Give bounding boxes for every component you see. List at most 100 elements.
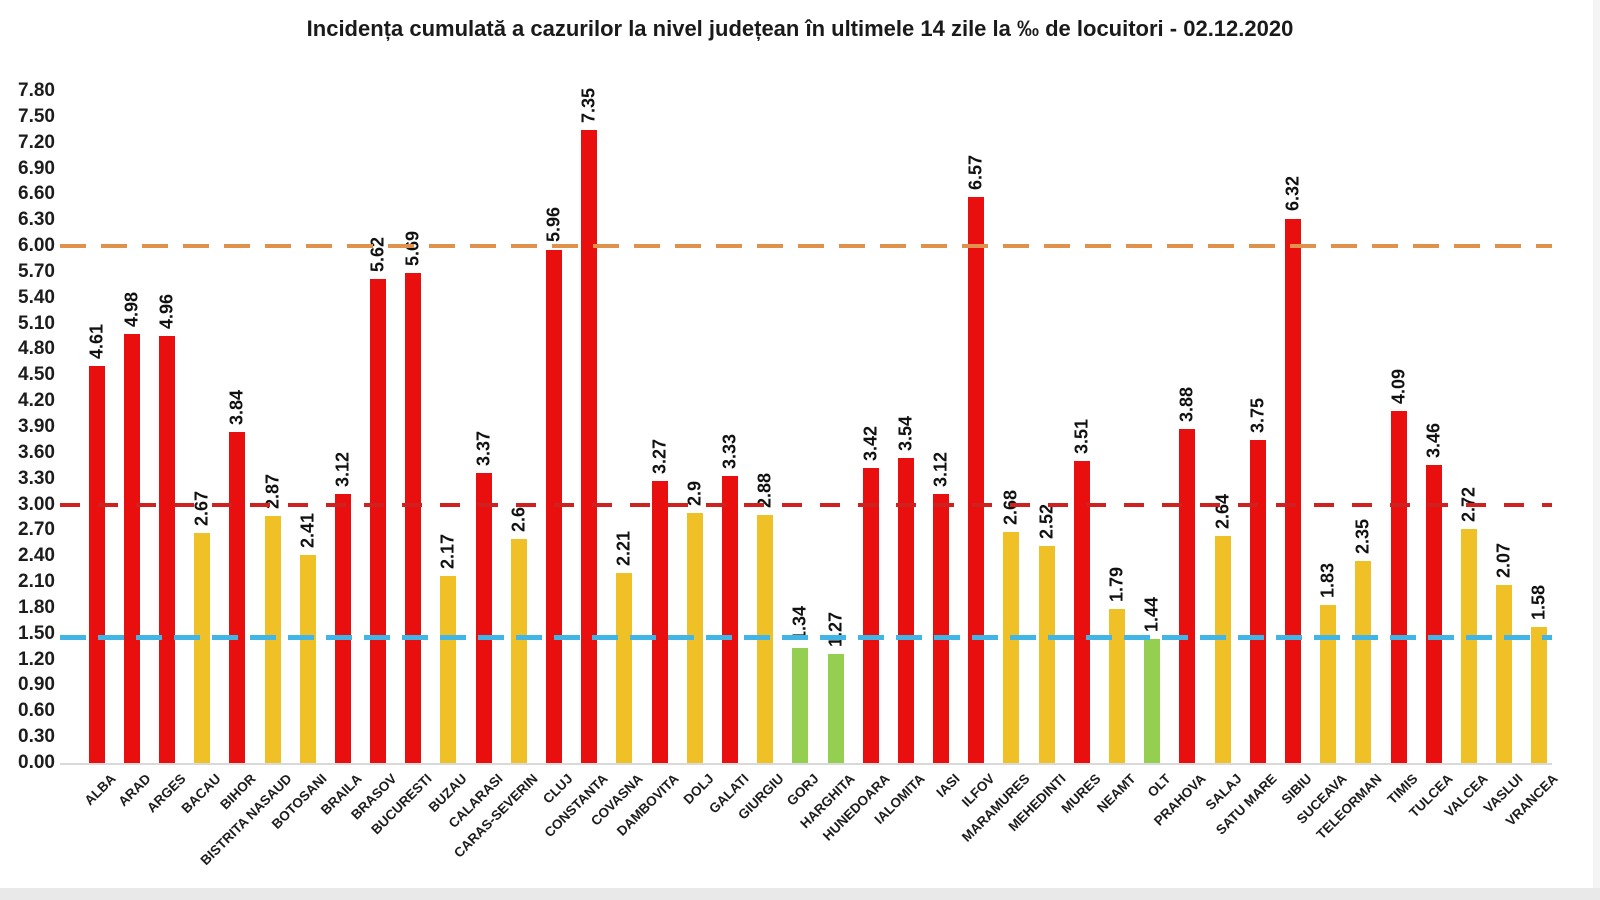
bar: [1390, 410, 1407, 763]
y-tick: 2.70: [18, 519, 55, 541]
y-tick: 6.30: [18, 209, 55, 231]
bar: [1425, 464, 1442, 763]
bar-group-bucuresti: 5.69 BUCURESTI: [369, 91, 435, 838]
bar-value-label: 3.12: [332, 452, 353, 488]
bar: [1284, 218, 1301, 763]
bar-value-label: 3.46: [1423, 422, 1444, 458]
bar-group-brasov: 5.62 BRASOV: [348, 91, 399, 823]
bar: [440, 576, 457, 763]
bottom-strip: [0, 888, 1600, 900]
bar-group-vaslui: 2.07 VASLUI: [1481, 91, 1526, 816]
bar-group-satu-mare: 3.75 SATU MARE: [1213, 91, 1280, 838]
bar-value-label: 2.41: [297, 513, 318, 549]
bar-value-label: 3.88: [1176, 386, 1197, 422]
y-tick: 7.80: [18, 80, 55, 101]
bar-value-label: 2.64: [1212, 493, 1233, 529]
bar: [1460, 528, 1477, 763]
bar-group-bistrita-nasaud: 2.87 BISTRITA NASAUD: [197, 91, 294, 868]
bar-value-label: 2.6: [508, 506, 529, 532]
bar-value-label: 2.07: [1493, 542, 1514, 578]
bar-value-label: 3.84: [226, 390, 247, 426]
y-tick: 4.50: [18, 364, 55, 386]
bar-group-valcea: 2.72VALCEA: [1441, 91, 1490, 821]
y-tick: 5.10: [18, 312, 55, 334]
bar-group-caras-severin: 2.6 CARAS-SEVERIN: [451, 91, 541, 861]
bar-group-arad: 4.98 ARAD: [114, 91, 153, 809]
bar: [827, 653, 844, 763]
bar-value-label: 2.17: [437, 534, 458, 570]
x-axis-line: [60, 763, 1552, 765]
y-tick: 6.00: [18, 235, 55, 257]
bar-group-gorj: 1.34 GORJ: [783, 91, 822, 809]
bar: [334, 494, 351, 763]
y-tick: 5.40: [18, 286, 55, 308]
bar: [510, 539, 527, 763]
y-tick: 6.60: [18, 183, 55, 205]
bar-value-label: 2.52: [1036, 503, 1057, 539]
bar-value-label: 2.21: [613, 530, 634, 566]
bar-group-galati: 3.33 GALATI: [706, 91, 751, 816]
y-tick: 2.40: [18, 545, 55, 567]
bar: [370, 278, 387, 763]
bar-group-harghita: 1.27 HARGHITA: [797, 91, 857, 832]
y-tick: 2.10: [18, 571, 55, 593]
bar-group-hunedoara: 3.42 HUNEDOARA: [820, 91, 893, 843]
bar-group-botosani: 2.41 BOTOSANI: [269, 91, 330, 831]
bar-group-constanta: 7.35 CONSTANTA: [542, 87, 611, 840]
bar-value-label: 1.58: [1528, 584, 1549, 620]
y-tick: 0.00: [18, 752, 55, 773]
bar-group-bihor: 3.84 BIHOR: [218, 91, 259, 812]
bar-value-label: 1.79: [1106, 566, 1127, 602]
bar: [792, 647, 809, 763]
bar-value-label: 3.37: [473, 430, 494, 466]
plot-area: 4.61 ALBA 4.98 ARAD 4.96 ARGES 2.67 BACAU 3.84 BI…: [60, 88, 1561, 868]
y-tick: 7.50: [18, 105, 55, 127]
reference-line-1.45: [60, 635, 1552, 641]
bar: [1109, 608, 1126, 763]
bar-group-olt: 1.44 OLT: [1135, 91, 1174, 800]
bar-group-bacau: 2.67 BACAU: [179, 91, 224, 816]
bar-value-label: 3.75: [1247, 397, 1268, 433]
bar-value-label: 3.27: [649, 439, 670, 475]
reference-line-6: [60, 244, 1552, 249]
bar-group-teleorman: 2.35 TELEORMAN: [1314, 91, 1385, 843]
bar-group-vrancea: 1.58 VRANCEA: [1503, 91, 1561, 829]
bar: [1320, 605, 1337, 763]
bar-value-label: 2.67: [191, 490, 212, 526]
bar-group-covasna: 2.21 COVASNA: [588, 91, 646, 829]
bar-group-prahova: 3.88 PRAHOVA: [1151, 91, 1209, 829]
y-tick: 0.30: [18, 726, 55, 748]
bar-group-neamt: 1.79 NEAMT: [1094, 91, 1139, 816]
bar-group-calarasi: 3.37 CALARASI: [445, 91, 505, 831]
bar-group-cluj: 5.96 CLUJ: [536, 91, 576, 806]
bar: [1355, 560, 1372, 763]
y-tick: 5.70: [18, 260, 55, 282]
y-tick: 0.60: [18, 700, 55, 722]
bar-value-label: 7.35: [578, 87, 599, 123]
bar: [1144, 638, 1161, 763]
bar: [616, 572, 633, 763]
bar: [581, 129, 598, 763]
y-tick: 3.60: [18, 441, 55, 463]
bar: [1003, 532, 1020, 763]
y-tick: 3.90: [18, 416, 55, 437]
bar: [194, 532, 211, 763]
bar: [1496, 584, 1513, 763]
bar-value-label: 3.12: [930, 452, 951, 488]
bar: [1214, 535, 1231, 763]
bar-value-label: 2.68: [1000, 490, 1021, 526]
y-tick: 0.90: [18, 674, 55, 696]
bar-value-label: 3.54: [895, 415, 916, 452]
bar-value-label: 4.96: [156, 293, 177, 329]
bar-group-sibiu: 6.32 SIBIU: [1275, 91, 1315, 807]
bar: [933, 494, 950, 763]
bar: [1038, 545, 1055, 763]
bar: [475, 472, 492, 763]
bar-value-label: 6.57: [965, 154, 986, 190]
bar-value-label: 4.98: [121, 291, 142, 327]
bar: [88, 365, 105, 763]
bar-group-mehedinti: 2.52 MEHEDINTI: [1005, 91, 1068, 834]
bars: 4.61 ALBA 4.98 ARAD 4.96 ARGES 2.67 BACAU 3.84 BI…: [79, 87, 1561, 868]
x-axis-label: ALBA: [81, 771, 119, 809]
